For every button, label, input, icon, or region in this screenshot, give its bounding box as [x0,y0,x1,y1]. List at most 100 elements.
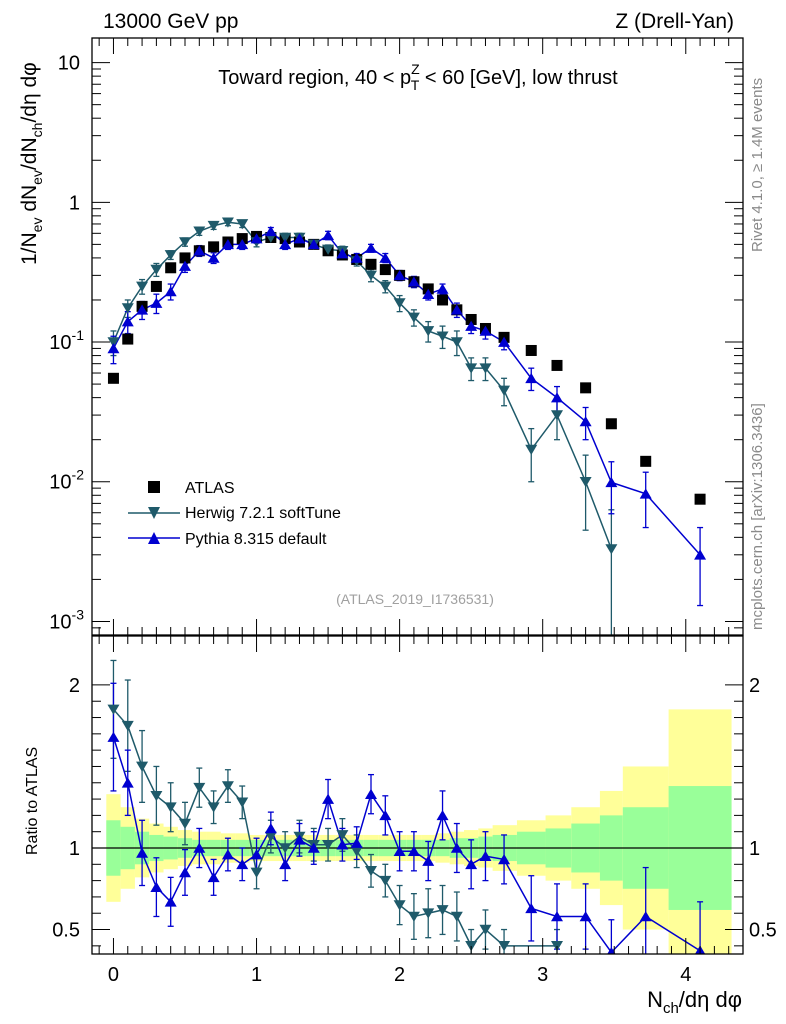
herwig-point [422,326,435,337]
x-axis-label: Nch/dη dφ [647,987,742,1017]
ratio-plot-area [92,659,743,954]
herwig-point [164,250,177,261]
rivet-version-label: Rivet 4.1.0, ≥ 1.4M events [749,78,766,252]
pythia-point [236,238,249,250]
pythia-ratio-point [107,731,120,742]
pythia-ratio-point [307,842,320,853]
pythia-ratio-point [465,858,478,870]
ratio-x-ticks [98,636,744,954]
ratio-y-tick-labels: 0.5 0.5 1 1 2 2 [52,675,777,942]
ratio-y-ticks [92,684,743,947]
legend-herwig-marker [148,507,160,519]
herwig-ratio-point [221,781,234,792]
main-panel: 10-3 10-2 10-1 1 10 Toward region, 40 < pZ T … [18,37,744,636]
atlas-data-point [551,359,563,371]
legend-atlas-marker [148,481,160,493]
x-tick-label: 2 [394,964,405,986]
ratio-y-tick-label-right: 2 [749,675,760,697]
atlas-data-point [437,294,449,306]
herwig-point [179,237,191,248]
herwig-ratio-point [436,905,449,916]
legend-herwig-label: Herwig 7.2.1 softTune [185,505,341,522]
pythia-ratio-point [422,855,435,866]
pythia-ratio-point [579,911,592,922]
legend-pythia-label: Pythia 8.315 default [185,531,327,548]
atlas-data-point [379,264,391,276]
pythia-ratio-point [498,854,511,865]
herwig-point [121,303,134,314]
x-axis-label-post: /dη dφ [679,987,742,1012]
main-y-ticks [92,62,743,636]
pythia-point [164,286,177,297]
header-right: Z (Drell-Yan) [615,10,734,33]
herwig-ratio-point [250,867,263,878]
atlas-data-point [236,233,248,245]
pythia-point [605,476,618,488]
herwig-point [136,281,149,292]
atlas-data-point [605,418,617,430]
herwig-ratio-point [193,782,206,794]
pythia-ratio-line [112,736,701,954]
herwig-ratio-point [379,875,392,887]
atlas-data-point [580,382,592,394]
herwig-point [498,385,511,396]
pythia-point [422,288,435,299]
ratio-y-tick-label: 0.5 [52,920,80,942]
herwig-line [112,221,613,550]
main-y-tick-label: 10-1 [49,327,84,354]
pythia-ratio-point [350,837,363,848]
atlas-data-point [640,455,652,467]
herwig-ratio-point [136,761,149,772]
ratio-y-tick-label: 1 [69,838,80,860]
herwig-point [479,363,492,374]
herwig-point [193,226,206,237]
pythia-point [221,238,234,250]
herwig-ratio-point [121,720,134,732]
pythia-point [407,276,420,287]
legend: ATLAS Herwig 7.2.1 softTune Pythia 8.315… [128,480,341,548]
pythia-ratio-point [221,849,234,860]
atlas-data-point [208,241,220,253]
pythia-point [136,304,149,315]
x-tick-label: 1 [251,964,262,986]
herwig-ratio-point [164,802,177,813]
herwig-ratio-point [236,797,249,808]
main-y-tick-label: 1 [69,192,80,214]
herwig-point [579,476,592,488]
pythia-point [498,336,511,347]
pythia-ratio-point [193,842,206,853]
ratio-panel: 0.5 0.5 1 1 2 2 0 1 2 3 4 Ratio to ATLAS Nch/dη d… [24,635,777,1017]
pythia-ratio-point [479,850,492,861]
pythia-point [450,304,463,315]
pythia-ratio-point [322,793,335,804]
atlas-data-point [365,258,377,270]
herwig-ratio-point [150,791,163,802]
herwig-ratio-point [207,802,220,813]
pythia-point [193,245,206,256]
pythia-point [639,488,652,499]
pythia-point [479,325,492,336]
x-tick-label: 3 [537,964,548,986]
x-tick-labels: 0 1 2 3 4 [108,964,691,986]
herwig-ratio-point [264,831,277,842]
pythia-point [393,269,406,281]
herwig-point [322,244,335,255]
herwig-point [365,270,377,281]
pythia-point [365,242,377,253]
pythia-point [465,320,478,331]
x-axis-label-pre: N [647,987,663,1012]
pythia-ratio-point [236,858,249,870]
pythia-ratio-point [207,871,220,883]
pythia-ratio-point [164,896,177,907]
pythia-ratio-point [136,847,149,858]
pythia-point [121,316,134,327]
pythia-ratio-point [250,849,263,860]
pythia-ratio-point [393,845,406,857]
pythia-point [250,233,263,244]
herwig-point [279,232,292,243]
pythia-ratio-point [150,881,163,892]
pythia-point [307,238,320,250]
pythia-ratio-point [365,788,377,799]
mcplots-url-label: mcplots.cern.ch [arXiv:1306.3436] [749,403,766,630]
